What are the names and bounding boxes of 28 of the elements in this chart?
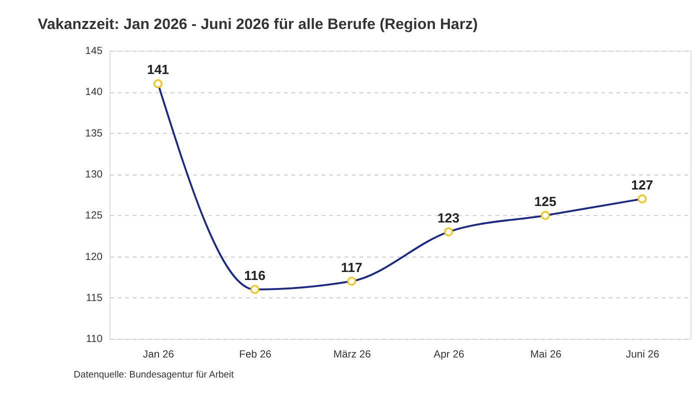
- point: [250, 284, 260, 294]
- x-tick-label: Jan 26: [142, 349, 174, 360]
- data-label: 123: [437, 210, 460, 226]
- point: [153, 79, 163, 88]
- y-tick-label: 110: [86, 334, 103, 346]
- y-tick-label: 145: [85, 46, 103, 58]
- data-label: 125: [534, 194, 556, 209]
- chart-title: Vakanzzeit: Jan 2026 - Juni 2026 für alle Berufe (Region Harz): [38, 16, 478, 34]
- point: [444, 227, 453, 236]
- y-tick-label: 115: [86, 293, 103, 304]
- x-tick-label: Juni 26: [626, 349, 660, 360]
- x-tick-label: Apr 26: [434, 349, 464, 360]
- data-label: 117: [340, 260, 362, 275]
- y-tick-label: 130: [85, 170, 103, 181]
- data-label: 141: [146, 62, 170, 78]
- x-tick-label: Mai 26: [530, 349, 562, 360]
- data-label: 116: [244, 268, 266, 284]
- point: [347, 276, 356, 286]
- point: [638, 194, 647, 204]
- point: [540, 210, 550, 220]
- y-tick-label: 125: [85, 210, 103, 222]
- data-label: 127: [631, 177, 654, 192]
- text: Datenquelle: Bundesagentur für Arbeit: [74, 370, 234, 381]
- y-tick-label: 140: [85, 87, 103, 98]
- x-tick-label: Feb 26: [239, 349, 272, 360]
- x-tick-label: März 26: [333, 349, 372, 360]
- y-tick-label: 135: [85, 128, 103, 140]
- y-tick-label: 120: [85, 252, 103, 263]
